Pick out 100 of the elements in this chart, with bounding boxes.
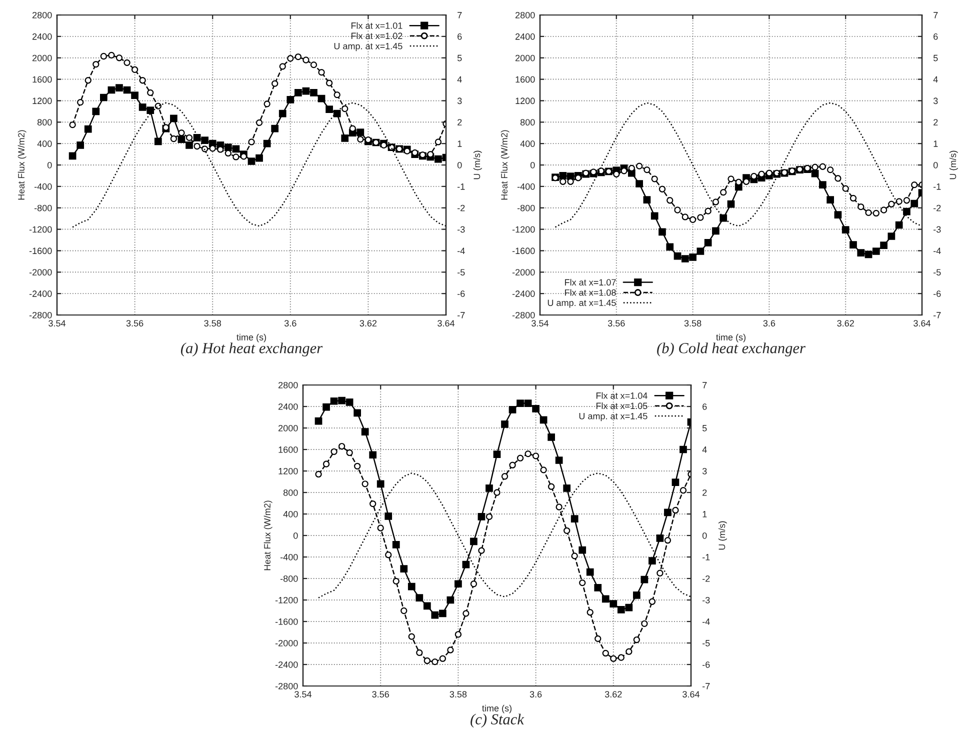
- y2-tick-label: -1: [702, 554, 710, 560]
- y-tick-label: 1200: [32, 98, 52, 104]
- x-tick-label: 3.64: [682, 691, 700, 698]
- legend-label: Flx at x=1.01: [351, 22, 402, 29]
- legend-label: U amp. at x=1.45: [548, 300, 616, 308]
- legend-label: Flx at x=1.04: [596, 392, 648, 399]
- y-tick-label: 2000: [32, 54, 52, 62]
- y-tick-label: -800: [280, 575, 298, 582]
- legend-label: Flx at x=1.07: [565, 278, 616, 286]
- y2-tick-label: 1: [458, 140, 462, 147]
- y-tick-label: 1600: [278, 446, 298, 453]
- y-tick-label: -800: [34, 204, 52, 212]
- y2-tick-label: -2: [934, 204, 941, 212]
- y2-tick-label: 2: [702, 489, 707, 496]
- y-tick-label: 400: [283, 510, 298, 518]
- legend-label: U amp. at x=1.45: [334, 42, 402, 52]
- y-tick-label: -400: [34, 183, 52, 190]
- y2-tick-label: -4: [458, 248, 465, 254]
- y2-tick-label: 3: [933, 98, 938, 104]
- x-tick-label: 3.62: [604, 691, 622, 698]
- y-axis-title: Heat Flux (W/m2): [18, 130, 26, 200]
- y2-tick-label: 6: [934, 33, 938, 40]
- x-axis-title: time (s): [482, 704, 512, 714]
- y-tick-label: -2400: [29, 290, 52, 297]
- y-tick-label: -2800: [275, 682, 298, 690]
- y2-tick-label: 1: [702, 511, 707, 518]
- text: (b) Cold heat exchanger: [657, 342, 806, 356]
- y-tick-label: 1200: [516, 98, 535, 104]
- x-tick-label: 3.62: [837, 320, 854, 326]
- y-tick-label: 400: [520, 140, 535, 147]
- y-tick-label: -2800: [29, 312, 52, 318]
- y-tick-label: 800: [520, 119, 535, 126]
- x-tick-label: 3.6: [530, 691, 542, 698]
- y2-tick-label: -3: [702, 596, 710, 604]
- y2-tick-label: -2: [458, 204, 465, 212]
- y-tick-label: 1200: [278, 468, 298, 474]
- y2-tick-label: 5: [457, 54, 462, 62]
- x-tick-label: 3.62: [360, 320, 377, 326]
- y2-tick-label: 0: [457, 162, 462, 168]
- y2-tick-label: -2: [702, 575, 710, 582]
- y2-tick-label: -4: [934, 248, 941, 254]
- y-tick-label: -1200: [275, 596, 298, 604]
- y-tick-label: -1200: [29, 226, 52, 233]
- y-axis-title: Heat Flux (W/m2): [264, 500, 272, 570]
- y2-tick-label: 2: [934, 119, 938, 126]
- y-tick-label: 400: [37, 140, 52, 147]
- y2-tick-label: 0: [933, 162, 938, 168]
- legend-label: Flx at x=1.05: [596, 402, 648, 410]
- y2-tick-label: -7: [702, 683, 710, 690]
- y-tick-label: 800: [283, 489, 298, 496]
- y-tick-label: 1600: [516, 76, 535, 83]
- y-tick-label: 2000: [516, 54, 535, 62]
- y2-tick-label: 3: [702, 468, 707, 474]
- y2-tick-label: 4: [933, 76, 938, 83]
- y2-tick-label: -1: [458, 183, 465, 190]
- y2-tick-label: -3: [458, 226, 465, 233]
- x-tick-label: 3.6: [763, 320, 776, 326]
- y2-tick-label: -7: [934, 312, 941, 318]
- y-tick-label: 2800: [516, 12, 535, 18]
- x-tick-label: 3.54: [532, 320, 549, 326]
- y-tick-label: 0: [530, 162, 535, 168]
- y2-tick-label: -6: [702, 661, 710, 668]
- y-tick-label: 1600: [32, 76, 52, 83]
- y2-tick-label: 7: [702, 382, 707, 388]
- y2-tick-label: 3: [457, 98, 462, 104]
- y2-tick-label: -1: [934, 183, 941, 190]
- y2-tick-label: -5: [934, 269, 941, 276]
- y2-tick-label: 4: [702, 446, 707, 453]
- y2-tick-label: 2: [458, 119, 462, 126]
- y-tick-label: 0: [47, 162, 52, 168]
- y-tick-label: 2000: [278, 424, 298, 432]
- y-tick-label: -2000: [275, 640, 298, 646]
- y2-tick-label: 7: [934, 12, 938, 18]
- y-tick-label: -1600: [29, 248, 52, 254]
- y2-tick-label: -5: [702, 640, 710, 646]
- y2-tick-label: 0: [702, 532, 707, 539]
- x-tick-label: 3.54: [48, 320, 66, 326]
- y-tick-label: 2400: [278, 403, 298, 410]
- x-tick-label: 3.54: [294, 691, 312, 698]
- x-tick-label: 3.58: [450, 691, 467, 698]
- legend-label: U amp. at x=1.45: [579, 412, 648, 422]
- x-tick-label: 3.56: [608, 320, 625, 326]
- x-tick-label: 3.6: [284, 320, 296, 326]
- y2-tick-label: -7: [458, 312, 465, 318]
- y-tick-label: -1600: [512, 248, 535, 254]
- y-tick-label: 800: [37, 119, 52, 126]
- y2-axis-title: U (m/s): [718, 521, 727, 550]
- y-tick-label: 0: [293, 532, 298, 539]
- y-tick-label: -2800: [512, 312, 535, 318]
- y2-axis-title: U (m/s): [949, 150, 958, 180]
- y-axis-title: Heat Flux (W/m2): [500, 130, 510, 200]
- y-tick-label: 2400: [32, 33, 52, 40]
- x-tick-label: 3.64: [438, 320, 455, 326]
- y-tick-label: -1600: [275, 618, 298, 625]
- y-tick-label: -400: [517, 183, 535, 190]
- legend-label: Flx at x=1.08: [565, 289, 616, 296]
- y2-axis-title: U (m/s): [473, 150, 482, 180]
- text: (a) Hot heat exchanger: [180, 342, 323, 356]
- y-tick-label: -400: [280, 554, 298, 560]
- x-axis-title: time (s): [716, 334, 746, 342]
